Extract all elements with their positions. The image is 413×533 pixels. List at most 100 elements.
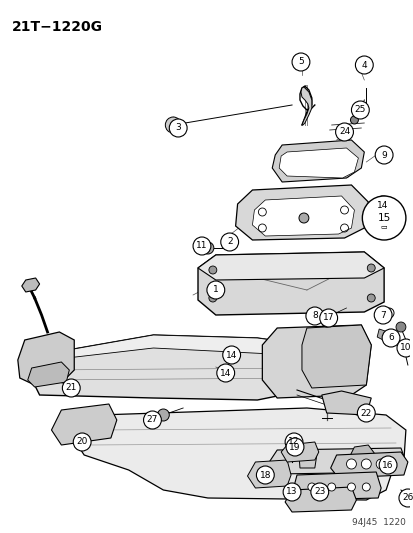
Circle shape (298, 213, 308, 223)
Text: 8: 8 (311, 311, 317, 320)
Circle shape (361, 196, 405, 240)
Polygon shape (285, 487, 356, 512)
Circle shape (282, 483, 300, 501)
Polygon shape (350, 445, 373, 465)
Circle shape (366, 264, 374, 272)
Circle shape (320, 312, 332, 324)
Circle shape (373, 196, 391, 214)
Text: 5: 5 (297, 58, 303, 67)
Circle shape (398, 343, 408, 353)
Polygon shape (298, 455, 316, 468)
Circle shape (346, 459, 356, 469)
Polygon shape (280, 442, 318, 462)
Polygon shape (51, 404, 116, 445)
Circle shape (307, 483, 315, 491)
Text: 14: 14 (225, 351, 237, 359)
Circle shape (192, 237, 210, 255)
Text: 15: 15 (377, 213, 390, 223)
Text: 24: 24 (338, 127, 349, 136)
Circle shape (216, 364, 234, 382)
Polygon shape (278, 148, 358, 178)
Circle shape (378, 456, 396, 474)
Text: 4: 4 (361, 61, 366, 69)
Text: 9: 9 (380, 150, 386, 159)
Circle shape (291, 53, 309, 71)
Text: 14: 14 (219, 368, 231, 377)
Circle shape (398, 489, 413, 507)
Circle shape (396, 339, 413, 357)
Circle shape (395, 322, 405, 332)
Circle shape (285, 433, 302, 451)
Polygon shape (30, 335, 311, 400)
Circle shape (406, 498, 413, 506)
Circle shape (157, 409, 169, 421)
Circle shape (361, 483, 369, 491)
Polygon shape (373, 211, 403, 231)
Circle shape (350, 116, 358, 124)
Polygon shape (268, 448, 405, 474)
Polygon shape (247, 460, 290, 488)
Text: 20: 20 (76, 438, 88, 447)
Polygon shape (22, 278, 40, 292)
Circle shape (347, 483, 354, 491)
Circle shape (375, 459, 385, 469)
Text: 18: 18 (259, 471, 271, 480)
Circle shape (354, 56, 373, 74)
Circle shape (206, 281, 224, 299)
Circle shape (62, 379, 80, 397)
Circle shape (321, 317, 331, 327)
Text: 11: 11 (196, 241, 207, 251)
Circle shape (319, 309, 337, 327)
Text: 21T−1220G: 21T−1220G (12, 20, 103, 34)
Text: 26: 26 (401, 494, 413, 503)
Text: 14: 14 (377, 200, 388, 209)
Polygon shape (40, 335, 306, 360)
Circle shape (143, 411, 161, 429)
Polygon shape (197, 252, 383, 315)
Polygon shape (197, 252, 383, 280)
Circle shape (381, 329, 399, 347)
Circle shape (351, 101, 368, 119)
Text: 10: 10 (399, 343, 411, 352)
Polygon shape (235, 185, 368, 240)
Circle shape (165, 117, 181, 133)
Polygon shape (252, 196, 354, 236)
Circle shape (305, 307, 323, 325)
Text: 25: 25 (354, 106, 365, 115)
Circle shape (222, 346, 240, 364)
Polygon shape (272, 140, 363, 182)
Text: 21: 21 (65, 384, 77, 392)
Polygon shape (376, 329, 386, 340)
Polygon shape (301, 325, 370, 388)
Circle shape (356, 404, 374, 422)
Circle shape (209, 294, 216, 302)
Text: 13: 13 (286, 488, 297, 497)
Text: 94J45  1220: 94J45 1220 (351, 518, 405, 527)
Circle shape (73, 433, 91, 451)
Text: 2: 2 (226, 238, 232, 246)
Circle shape (256, 466, 273, 484)
Text: 16: 16 (382, 461, 393, 470)
Text: 12: 12 (287, 438, 299, 447)
Circle shape (374, 146, 392, 164)
Polygon shape (18, 332, 74, 385)
Polygon shape (330, 452, 407, 478)
Polygon shape (28, 362, 69, 387)
Polygon shape (321, 391, 370, 415)
Circle shape (361, 459, 370, 469)
Circle shape (169, 119, 187, 137)
Polygon shape (262, 325, 370, 398)
Circle shape (310, 483, 328, 501)
Text: ▭: ▭ (380, 223, 387, 229)
Text: 3: 3 (175, 124, 180, 133)
Circle shape (366, 294, 374, 302)
Text: 19: 19 (289, 442, 300, 451)
Circle shape (220, 233, 238, 251)
Text: 6: 6 (387, 334, 393, 343)
Circle shape (335, 123, 353, 141)
Text: 22: 22 (360, 408, 371, 417)
Text: 23: 23 (313, 488, 325, 497)
Text: 17: 17 (322, 313, 334, 322)
Polygon shape (300, 87, 311, 125)
Circle shape (327, 483, 335, 491)
